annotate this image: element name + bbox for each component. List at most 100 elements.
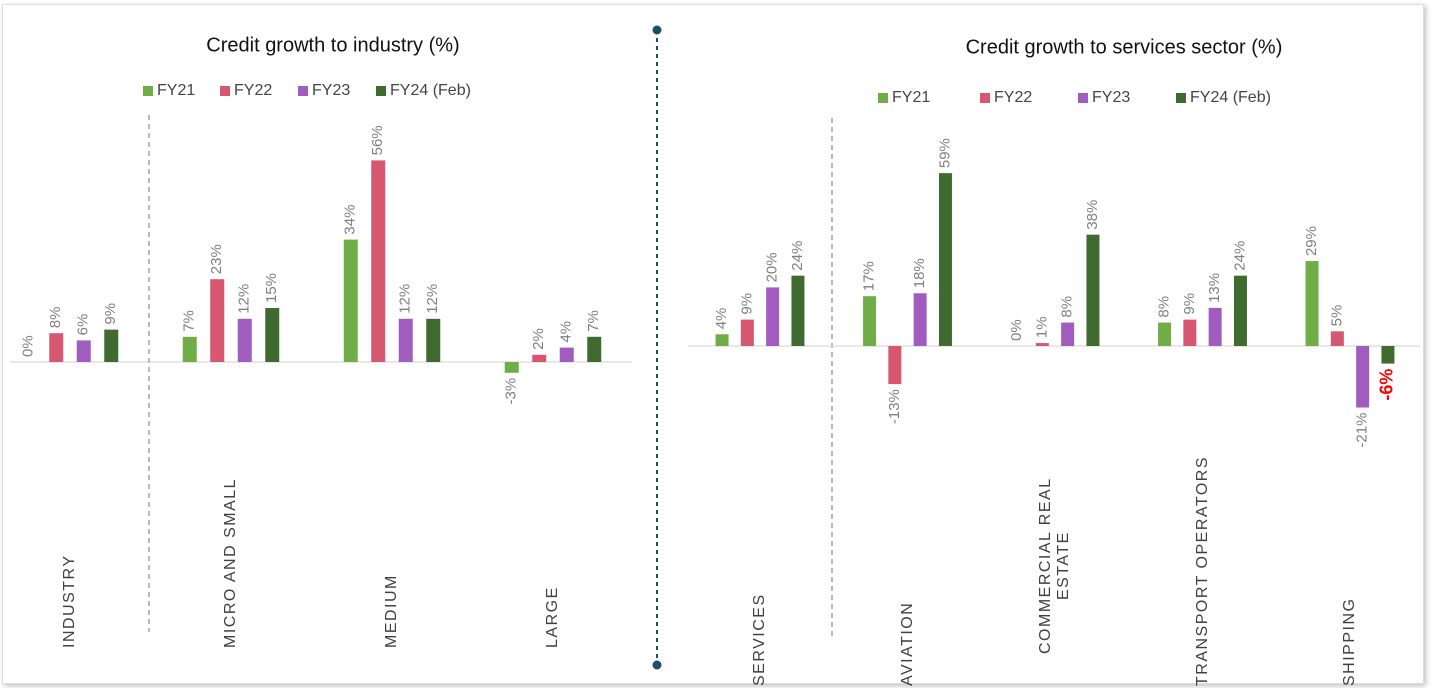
value-label: 6% — [75, 314, 92, 336]
legend-label: FY24 (Feb) — [390, 82, 471, 99]
value-label: 17% — [861, 261, 878, 291]
category-label: LARGE — [523, 408, 583, 648]
value-label: -3% — [503, 378, 520, 405]
value-label: 5% — [1328, 305, 1345, 327]
value-label: 29% — [1303, 226, 1320, 256]
bar — [237, 318, 252, 362]
category-label: MICRO AND SMALL — [201, 408, 261, 648]
bar — [182, 336, 197, 362]
bar — [1233, 275, 1247, 346]
category-label: AVIATION — [878, 446, 938, 686]
legend-label: FY24 (Feb) — [1190, 89, 1271, 106]
bar — [766, 287, 780, 346]
bar — [1305, 261, 1319, 346]
legend-swatch — [298, 86, 308, 96]
category-text: SHIPPING — [1341, 597, 1358, 686]
bar — [1061, 322, 1075, 346]
legend-label: FY21 — [892, 89, 930, 106]
bar — [1330, 331, 1344, 346]
bar — [791, 275, 805, 346]
legend-label: FY22 — [994, 89, 1032, 106]
category-label: MEDIUM — [362, 408, 422, 648]
bar — [532, 354, 547, 362]
legend-label: FY23 — [1092, 89, 1130, 106]
legend-swatch — [143, 86, 153, 96]
value-label: 24% — [789, 241, 806, 271]
value-label: 23% — [208, 244, 225, 274]
bar — [715, 334, 729, 346]
category-text: MICRO AND SMALL — [222, 477, 239, 648]
legend-label: FY21 — [157, 82, 195, 99]
bar — [1183, 319, 1197, 346]
legend-label: FY23 — [312, 82, 350, 99]
divider-dot — [652, 25, 662, 35]
bar — [504, 362, 519, 373]
value-label: 9% — [738, 293, 755, 315]
bar — [76, 340, 91, 362]
bar — [398, 318, 413, 362]
bar — [1208, 307, 1222, 346]
legend-swatch — [980, 93, 990, 103]
chart-title: Credit growth to services sector (%) — [966, 36, 1283, 58]
bar — [1356, 346, 1370, 408]
value-label: 7% — [181, 310, 198, 332]
value-label: 4% — [713, 308, 730, 330]
category-label: TRANSPORT OPERATORS — [1173, 446, 1233, 686]
bar — [49, 333, 64, 362]
value-label: 9% — [102, 303, 119, 325]
category-label: SHIPPING — [1320, 446, 1380, 686]
category-text: AVIATION — [898, 601, 916, 686]
value-label: 0% — [1008, 319, 1025, 341]
bar — [104, 329, 119, 362]
value-label: 4% — [558, 321, 575, 343]
legend-swatch — [1176, 93, 1186, 103]
bar — [210, 279, 225, 362]
value-label: 24% — [1231, 241, 1248, 271]
value-label: 34% — [342, 205, 359, 235]
value-label: 56% — [369, 125, 386, 155]
value-label: 59% — [936, 138, 953, 168]
legend-swatch — [878, 93, 888, 103]
value-label: 12% — [424, 284, 441, 314]
category-text: INDUSTRY — [61, 554, 78, 649]
category-text: COMMERCIAL REAL ESTATE — [1037, 477, 1072, 655]
legend-label: FY22 — [234, 82, 272, 99]
category-text: MEDIUM — [383, 574, 400, 648]
bar — [343, 239, 358, 362]
bar — [888, 346, 902, 385]
chart-title: Credit growth to industry (%) — [206, 34, 459, 56]
value-label: 2% — [530, 328, 547, 350]
bar — [1158, 322, 1172, 346]
value-label: 38% — [1084, 200, 1101, 230]
bar — [426, 318, 441, 362]
category-label: SERVICES — [730, 446, 790, 686]
bar — [265, 308, 280, 362]
value-label: 13% — [1206, 273, 1223, 303]
bar — [1381, 346, 1395, 364]
value-label: 12% — [397, 284, 414, 314]
bar — [740, 319, 754, 346]
value-label: -13% — [886, 389, 903, 424]
value-label: 20% — [764, 252, 781, 282]
value-label: -6% — [1377, 369, 1397, 401]
legend-swatch — [376, 86, 386, 96]
category-text: SERVICES — [751, 593, 768, 686]
divider-dot — [652, 660, 662, 670]
value-label: 8% — [47, 307, 64, 329]
bar — [938, 173, 952, 346]
category-label: COMMERCIAL REAL ESTATE — [1025, 446, 1085, 686]
legend-swatch — [1078, 93, 1088, 103]
value-label: 15% — [263, 273, 280, 303]
category-text: LARGE — [544, 586, 561, 648]
value-label: 7% — [585, 310, 602, 332]
bar — [913, 293, 927, 346]
value-label: 18% — [911, 258, 928, 288]
bar — [371, 160, 386, 362]
value-label: 8% — [1059, 296, 1076, 318]
value-label: -21% — [1354, 413, 1371, 448]
category-text: TRANSPORT OPERATORS — [1193, 455, 1211, 686]
bar — [863, 296, 877, 346]
bar — [559, 347, 574, 362]
